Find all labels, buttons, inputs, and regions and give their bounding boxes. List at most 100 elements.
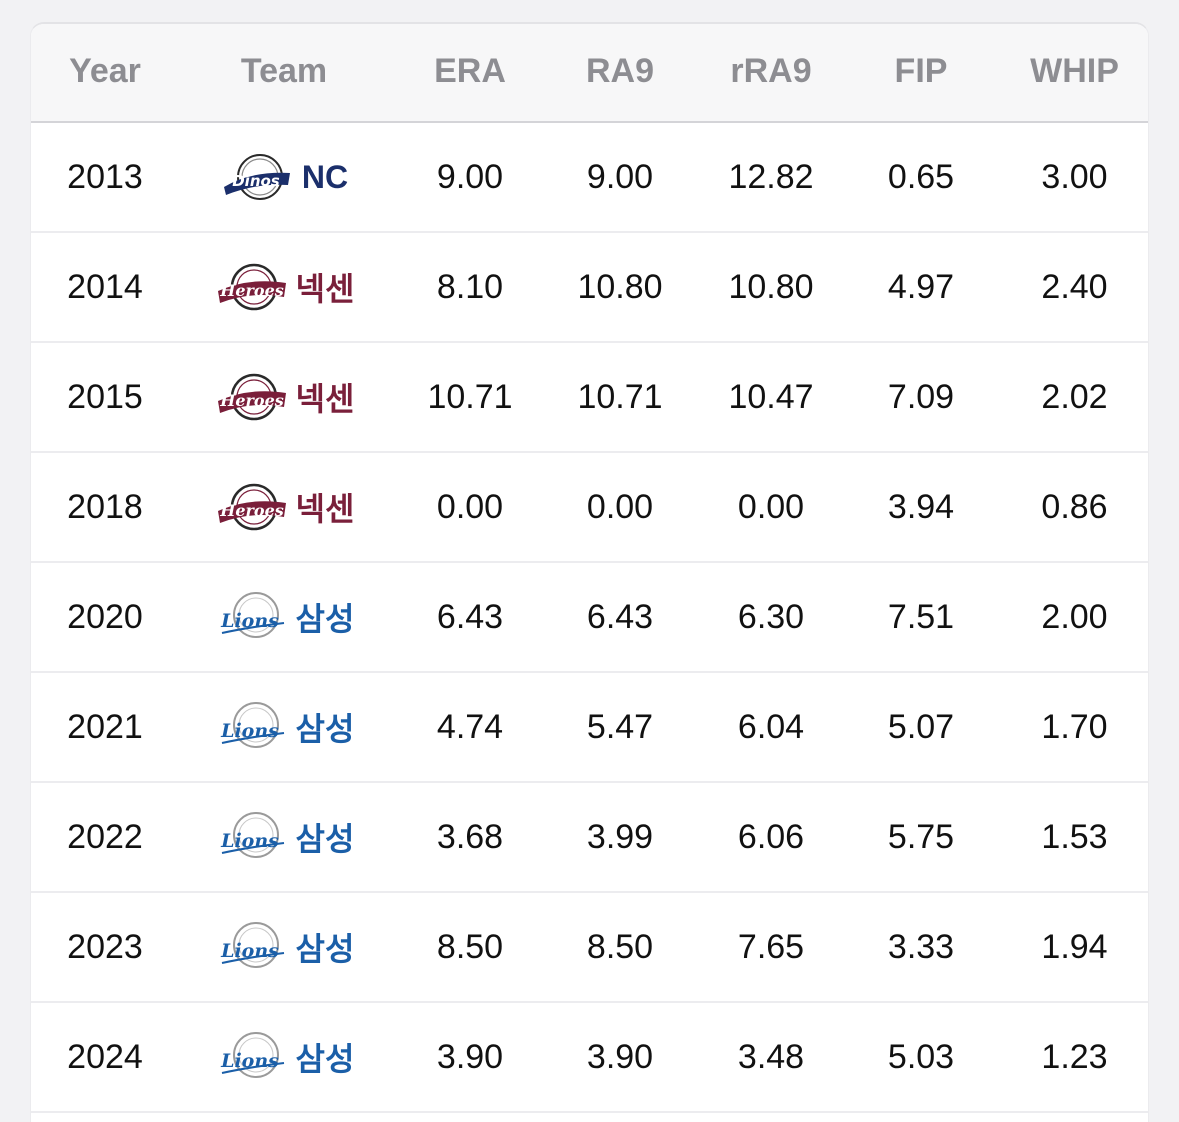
cell-whip: 1.70: [1041, 707, 1108, 746]
cell-fip: 3.94: [887, 487, 955, 526]
cell-era: 9.00: [436, 157, 504, 196]
header-ra9[interactable]: RA9: [585, 52, 655, 90]
cell-year: 2013: [67, 157, 143, 196]
team-name: 삼성: [295, 821, 355, 857]
team-wrap: Heroes 넥센: [214, 371, 355, 423]
cell-whip: 1.94: [1041, 927, 1108, 966]
team-cell: Lions 삼성: [189, 783, 379, 891]
cell-rra9: 7.65: [737, 927, 805, 966]
table-row[interactable]: 2014 Heroes 넥센 8.10 10.80 10.80 4.97 2.40: [31, 233, 1148, 343]
lions-logo-icon: Lions: [214, 921, 288, 973]
team-cell: Lions 삼성: [189, 673, 379, 781]
cell-fip: 5.03: [887, 1037, 955, 1076]
cell-rra9: 6.06: [737, 817, 805, 856]
team-wrap: Lions 삼성: [214, 591, 355, 643]
cell-era: 6.43: [436, 597, 504, 636]
cell-ra9: 3.99: [586, 817, 654, 856]
cell-ra9: 0.00: [586, 487, 654, 526]
header-team[interactable]: Team: [240, 52, 328, 90]
cell-rra9: 12.82: [728, 157, 814, 196]
cell-year: 2018: [67, 487, 143, 526]
heroes-logo-icon: Heroes: [214, 481, 288, 533]
cell-fip: 5.75: [887, 817, 955, 856]
team-wrap: Lions 삼성: [214, 701, 355, 753]
table-row[interactable]: 2024 Lions 삼성 3.90 3.90 3.48 5.03 1.23: [31, 1003, 1148, 1113]
cell-whip: 1.53: [1041, 817, 1108, 856]
header-rra9[interactable]: rRA9: [730, 52, 812, 90]
cell-whip: 2.40: [1041, 267, 1108, 306]
team-name: 넥센: [295, 271, 355, 307]
team-cell: Dinos NC: [189, 123, 379, 231]
stats-table-card: Year Team ERA RA9 rRA9 FIP WHIP 2013 Dino…: [30, 22, 1149, 1122]
team-wrap: Lions 삼성: [214, 921, 355, 973]
table-row[interactable]: 2013 Dinos NC 9.00 9.00 12.82 0.65 3.00: [31, 123, 1148, 233]
team-name: 삼성: [295, 601, 355, 637]
header-era[interactable]: ERA: [434, 52, 506, 90]
header-year[interactable]: Year: [69, 52, 141, 90]
cell-rra9: 0.00: [737, 487, 805, 526]
team-cell: Lions 삼성: [189, 893, 379, 1001]
cell-rra9: 6.30: [737, 597, 805, 636]
team-wrap: Heroes 넥센: [214, 261, 355, 313]
heroes-logo-icon: Heroes: [214, 261, 288, 313]
lions-logo-icon: Lions: [214, 591, 288, 643]
cell-era: 3.68: [436, 817, 504, 856]
table-row[interactable]: 2018 Heroes 넥센 0.00 0.00 0.00 3.94 0.86: [31, 453, 1148, 563]
dinos-logo-icon: Dinos: [220, 151, 294, 203]
team-wrap: Dinos NC: [220, 151, 348, 203]
table-row[interactable]: 2022 Lions 삼성 3.68 3.99 6.06 5.75 1.53: [31, 783, 1148, 893]
svg-text:Heroes: Heroes: [219, 281, 284, 300]
cell-fip: 0.65: [887, 157, 955, 196]
cell-era: 3.90: [436, 1037, 504, 1076]
team-name: 삼성: [295, 1041, 355, 1077]
lions-logo-icon: Lions: [214, 701, 288, 753]
cell-year: 2020: [67, 597, 143, 636]
cell-ra9: 8.50: [586, 927, 654, 966]
team-wrap: Lions 삼성: [214, 811, 355, 863]
cell-year: 2022: [67, 817, 143, 856]
team-name: 삼성: [295, 711, 355, 747]
svg-text:Heroes: Heroes: [219, 501, 284, 520]
lions-logo-icon: Lions: [214, 811, 288, 863]
team-wrap: Lions 삼성: [214, 1031, 355, 1083]
cell-era: 8.10: [436, 267, 504, 306]
team-name: 넥센: [295, 381, 355, 417]
cell-ra9: 6.43: [586, 597, 654, 636]
team-wrap: Heroes 넥센: [214, 481, 355, 533]
team-name: 삼성: [295, 931, 355, 967]
cell-fip: 7.09: [887, 377, 955, 416]
table-header: Year Team ERA RA9 rRA9 FIP WHIP: [31, 24, 1148, 123]
cell-ra9: 3.90: [586, 1037, 654, 1076]
team-cell: Heroes 넥센: [189, 343, 379, 451]
header-whip[interactable]: WHIP: [1030, 52, 1119, 90]
cell-rra9: 10.47: [728, 377, 814, 416]
cell-year: 2023: [67, 927, 143, 966]
cell-whip: 2.02: [1041, 377, 1108, 416]
cell-fip: 5.07: [887, 707, 955, 746]
cell-era: 8.50: [436, 927, 504, 966]
cell-ra9: 10.80: [577, 267, 663, 306]
team-cell: Lions 삼성: [189, 563, 379, 671]
cell-ra9: 10.71: [577, 377, 663, 416]
cell-era: 4.74: [436, 707, 504, 746]
header-fip[interactable]: FIP: [894, 52, 948, 90]
cell-whip: 1.23: [1041, 1037, 1108, 1076]
cell-whip: 0.86: [1041, 487, 1108, 526]
team-cell: Heroes 넥센: [189, 453, 379, 561]
table-row[interactable]: 2020 Lions 삼성 6.43 6.43 6.30 7.51 2.00: [31, 563, 1148, 673]
team-name: 넥센: [295, 491, 355, 527]
svg-text:Dinos: Dinos: [232, 172, 280, 190]
cell-whip: 2.00: [1041, 597, 1108, 636]
cell-rra9: 6.04: [737, 707, 805, 746]
cell-rra9: 10.80: [728, 267, 814, 306]
cell-year: 2021: [67, 707, 143, 746]
team-name: NC: [301, 158, 349, 195]
cell-year: 2015: [67, 377, 143, 416]
cell-era: 0.00: [436, 487, 504, 526]
table-row[interactable]: 2015 Heroes 넥센 10.71 10.71 10.47 7.09 2.02: [31, 343, 1148, 453]
cell-ra9: 5.47: [586, 707, 654, 746]
cell-fip: 4.97: [887, 267, 955, 306]
cell-rra9: 3.48: [737, 1037, 805, 1076]
table-row[interactable]: 2023 Lions 삼성 8.50 8.50 7.65 3.33 1.94: [31, 893, 1148, 1003]
table-row[interactable]: 2021 Lions 삼성 4.74 5.47 6.04 5.07 1.70: [31, 673, 1148, 783]
